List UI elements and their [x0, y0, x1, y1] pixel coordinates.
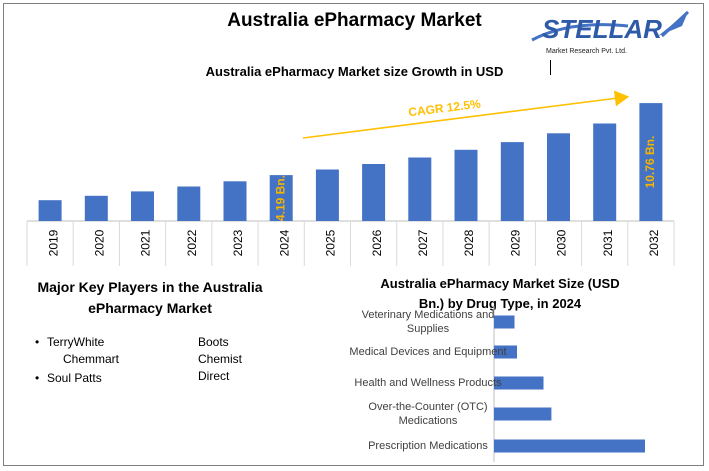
tick-label-2027: 2027 [416, 229, 430, 256]
cagr-arrow [302, 90, 630, 139]
growth-chart-title: Australia ePharmacy Market size Growth i… [205, 64, 504, 79]
bar-2019 [38, 200, 62, 221]
tick-label-2020: 2020 [92, 229, 106, 256]
tick-label-2031: 2031 [601, 229, 615, 256]
player-boots: Boots [198, 335, 229, 349]
tick-label-2021: 2021 [139, 229, 153, 256]
tick-label-2023: 2023 [231, 229, 245, 256]
player-direct: Direct [198, 369, 230, 383]
stellar-logo: STELLAR Market Research Pvt. Ltd. [531, 10, 690, 55]
bar-2024 [269, 175, 293, 221]
players-title-line1: Major Key Players in the Australia [37, 279, 263, 295]
tick-label-2028: 2028 [462, 229, 476, 256]
bar-2020 [84, 195, 108, 221]
logo-name: STELLAR [542, 14, 662, 44]
data-label-2024: 4.19 Bn. [273, 175, 287, 221]
bar-2022 [177, 186, 201, 221]
tick-label-2022: 2022 [185, 229, 199, 256]
bar-2032 [639, 103, 663, 221]
page-title: Australia ePharmacy Market [227, 10, 482, 31]
bar-2028 [454, 149, 478, 221]
bar-2026 [362, 164, 386, 221]
chart-frame [3, 3, 704, 466]
tick-label-2024: 2024 [277, 229, 291, 256]
player-chemmart: Chemmart [63, 352, 120, 366]
player-soul-patts: Soul Patts [35, 369, 102, 387]
logo-subtitle: Market Research Pvt. Ltd. [546, 48, 627, 55]
drug-type-chart-title: Australia ePharmacy Market Size (USD Bn.… [360, 274, 640, 314]
player-chemist: Chemist [198, 352, 243, 366]
players-title-line2: ePharmacy Market [88, 300, 212, 316]
tick-label-2025: 2025 [324, 229, 338, 256]
tick-label-2032: 2032 [647, 229, 661, 256]
text-cursor [550, 60, 551, 75]
drug-type-title-line1: Australia ePharmacy Market Size (USD [380, 276, 620, 291]
tick-label-2030: 2030 [555, 229, 569, 256]
bar-2029 [500, 142, 524, 221]
bar-2025 [315, 169, 339, 221]
players-title: Major Key Players in the Australia ePhar… [30, 277, 270, 319]
bar-2031 [593, 123, 617, 221]
bar-2027 [408, 157, 432, 221]
bar-2030 [547, 133, 570, 221]
tick-label-2019: 2019 [46, 229, 60, 256]
tick-label-2029: 2029 [508, 229, 522, 256]
bar-2021 [131, 191, 154, 221]
player-terrywhite: TerryWhite [35, 333, 104, 351]
bar-2023 [223, 181, 247, 221]
drug-type-title-line2: Bn.) by Drug Type, in 2024 [418, 296, 582, 311]
tick-label-2026: 2026 [370, 229, 384, 256]
data-label-2032: 10.76 Bn. [643, 136, 657, 189]
